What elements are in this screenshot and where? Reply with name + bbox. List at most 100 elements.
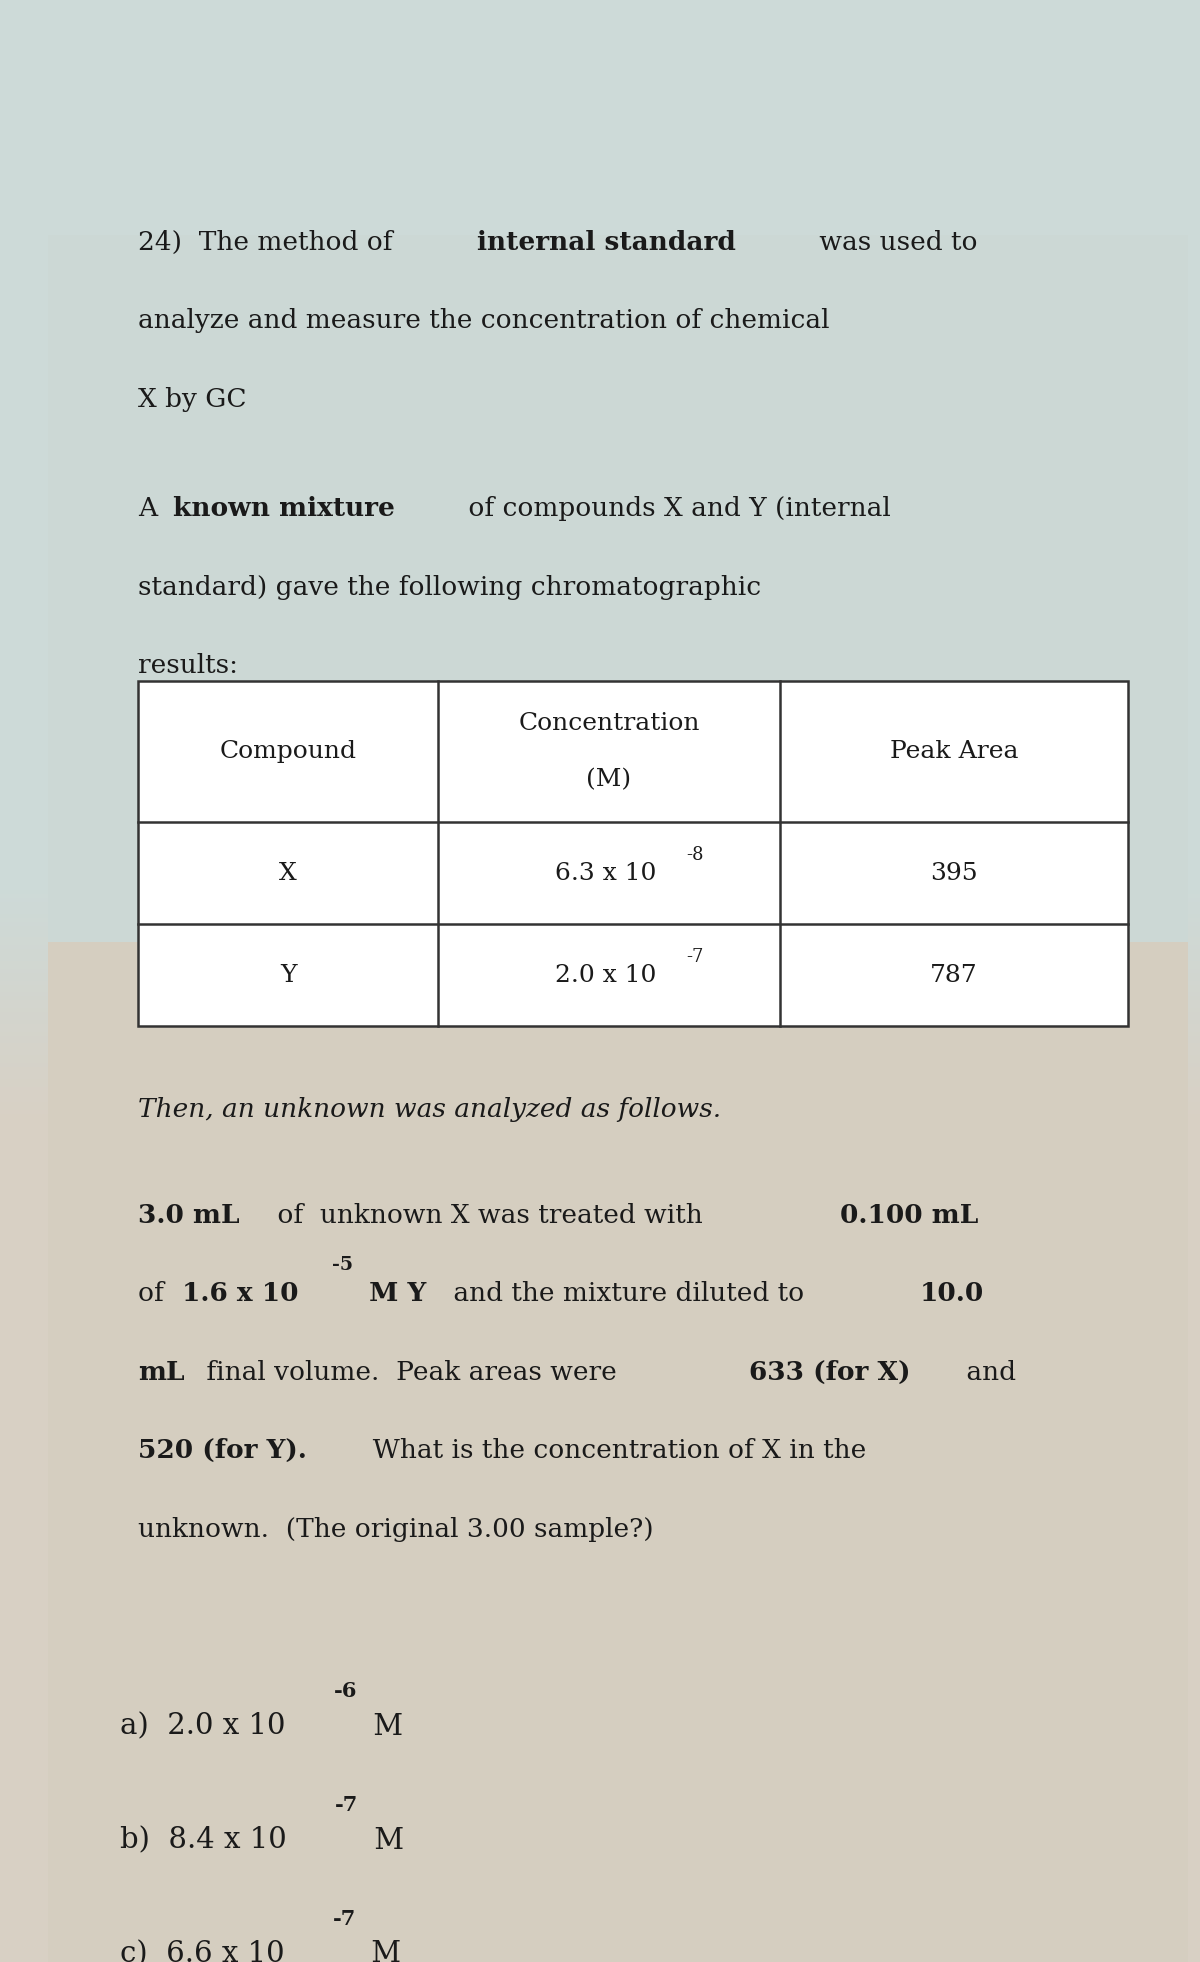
Bar	[0, 954, 1200, 957]
Text: a)  2.0 x 10: a) 2.0 x 10	[120, 1713, 286, 1740]
Text: 395: 395	[930, 861, 978, 885]
Text: M Y: M Y	[360, 1281, 426, 1307]
Bar	[0, 910, 1200, 914]
Bar	[0, 1048, 1200, 1052]
Bar	[138, 681, 1128, 1026]
Bar	[0, 1087, 1200, 1091]
Text: 2.0 x 10: 2.0 x 10	[556, 963, 656, 987]
Bar	[0, 914, 1200, 918]
Text: M: M	[364, 1713, 403, 1740]
Text: Peak Area: Peak Area	[889, 740, 1019, 763]
Bar	[0, 950, 1200, 954]
Bar	[0, 934, 1200, 938]
Text: 10.0: 10.0	[919, 1281, 984, 1307]
Bar	[0, 961, 1200, 965]
Bar	[0, 1044, 1200, 1048]
Text: mL: mL	[138, 1360, 185, 1385]
Bar	[0, 997, 1200, 1001]
Bar	[0, 1059, 1200, 1063]
Text: Then, an unknown was analyzed as follows.: Then, an unknown was analyzed as follows…	[138, 1097, 721, 1122]
Bar	[0, 1001, 1200, 1005]
Bar	[0, 1099, 1200, 1103]
Bar	[0, 1024, 1200, 1028]
Text: known mixture: known mixture	[174, 496, 395, 522]
Bar	[0, 891, 1200, 895]
Bar	[0, 977, 1200, 981]
Bar	[0, 926, 1200, 930]
Bar	[0, 906, 1200, 910]
Text: final volume.  Peak areas were: final volume. Peak areas were	[198, 1360, 625, 1385]
Bar	[0, 895, 1200, 899]
Bar	[0, 1032, 1200, 1036]
Text: 24)  The method of: 24) The method of	[138, 230, 401, 255]
Bar	[0, 930, 1200, 934]
Bar	[0, 993, 1200, 997]
Text: internal standard: internal standard	[478, 230, 736, 255]
Bar	[0, 985, 1200, 989]
Bar	[0, 1107, 1200, 1110]
Text: 633 (for X): 633 (for X)	[749, 1360, 911, 1385]
Text: was used to: was used to	[811, 230, 978, 255]
Text: of: of	[138, 1281, 172, 1307]
Bar	[0, 1067, 1200, 1071]
Bar	[0, 957, 1200, 961]
Text: (M): (M)	[587, 769, 631, 791]
Text: X: X	[280, 861, 296, 885]
Text: 0.100 mL: 0.100 mL	[840, 1203, 978, 1228]
Text: and: and	[958, 1360, 1015, 1385]
Bar	[0, 1012, 1200, 1016]
Text: 3.0 mL: 3.0 mL	[138, 1203, 240, 1228]
Text: of compounds X and Y (internal: of compounds X and Y (internal	[460, 496, 890, 522]
Bar	[0, 1020, 1200, 1024]
Text: Y: Y	[280, 963, 296, 987]
Bar	[0, 918, 1200, 922]
Bar	[0, 899, 1200, 903]
Bar	[0, 946, 1200, 950]
Text: Compound: Compound	[220, 740, 356, 763]
Text: b)  8.4 x 10: b) 8.4 x 10	[120, 1827, 287, 1854]
Bar	[0, 1095, 1200, 1099]
Bar	[0, 1005, 1200, 1008]
Text: -5: -5	[332, 1256, 354, 1273]
Text: 1.6 x 10: 1.6 x 10	[182, 1281, 299, 1307]
Text: M: M	[362, 1940, 402, 1962]
Text: and the mixture diluted to: and the mixture diluted to	[445, 1281, 812, 1307]
Bar	[0, 969, 1200, 973]
Bar	[48, 235, 1188, 1962]
Text: -7: -7	[332, 1909, 355, 1929]
Bar	[0, 1040, 1200, 1044]
Bar	[0, 1071, 1200, 1075]
Text: -7: -7	[335, 1795, 359, 1815]
Bar	[0, 1083, 1200, 1087]
Text: unknown.  (The original 3.00 sample?): unknown. (The original 3.00 sample?)	[138, 1517, 654, 1542]
Bar	[0, 1114, 1200, 1118]
Bar	[0, 1016, 1200, 1020]
Bar	[0, 883, 1200, 1962]
Bar	[0, 887, 1200, 891]
Bar	[0, 883, 1200, 887]
Bar	[0, 989, 1200, 993]
Bar	[0, 981, 1200, 985]
Bar	[0, 1110, 1200, 1114]
Bar	[0, 1008, 1200, 1012]
Bar	[0, 1103, 1200, 1107]
Bar	[0, 1091, 1200, 1095]
Bar	[0, 1028, 1200, 1032]
Text: -7: -7	[686, 948, 703, 965]
Text: c)  6.6 x 10: c) 6.6 x 10	[120, 1940, 284, 1962]
Text: M: M	[365, 1827, 404, 1854]
Text: 520 (for Y).: 520 (for Y).	[138, 1438, 307, 1464]
Bar	[0, 922, 1200, 926]
Text: -6: -6	[334, 1681, 358, 1701]
Text: Concentration: Concentration	[518, 712, 700, 734]
Bar	[0, 0, 1200, 883]
Text: 787: 787	[930, 963, 978, 987]
Bar	[0, 1075, 1200, 1079]
Text: X by GC: X by GC	[138, 387, 246, 412]
Bar	[0, 1056, 1200, 1059]
Bar	[48, 942, 1188, 1962]
Bar	[0, 973, 1200, 977]
Bar	[0, 1063, 1200, 1067]
Bar	[0, 903, 1200, 906]
Bar	[0, 942, 1200, 946]
